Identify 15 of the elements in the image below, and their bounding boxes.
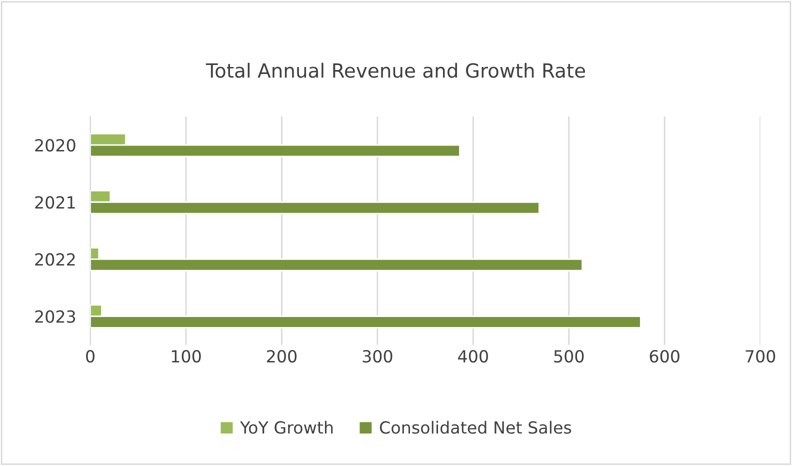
x-tick-label: 700 [746,350,776,363]
x-tick-label: 600 [650,350,680,363]
x-tick-label: 400 [458,350,488,363]
x-tick-label: 300 [362,350,392,363]
legend-label: YoY Growth [240,420,333,434]
x-tick-label: 100 [172,350,201,363]
y-tick-label: 2020 [35,139,76,152]
x-tick-label: 200 [267,350,297,363]
x-tick-label: 0 [86,350,94,363]
y-tick-label: 2023 [35,310,76,323]
y-tick-label: 2021 [35,196,75,209]
x-tick-label: 500 [554,350,584,363]
legend-label: Consolidated Net Sales [380,420,572,434]
y-tick-label: 2022 [35,253,75,266]
chart-title: Total Annual Revenue and Growth Rate [206,62,586,78]
